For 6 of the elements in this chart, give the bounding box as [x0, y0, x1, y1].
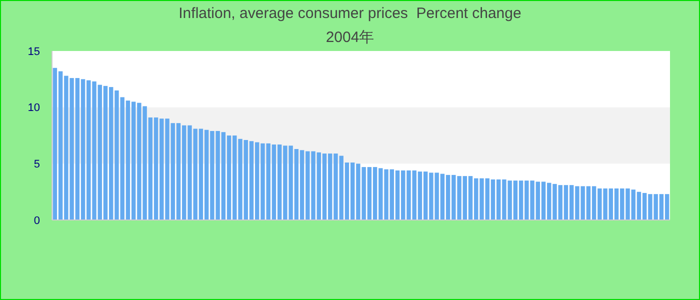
y-tick-label: 10 — [28, 102, 40, 114]
y-tick-label: 0 — [34, 214, 40, 227]
y-tick-label: 5 — [34, 158, 40, 171]
chart-subtitle: 2004年 — [326, 29, 374, 46]
y-tick-label: 15 — [28, 46, 40, 58]
chart-title: Inflation, average consumer prices Percent change — [178, 5, 522, 22]
